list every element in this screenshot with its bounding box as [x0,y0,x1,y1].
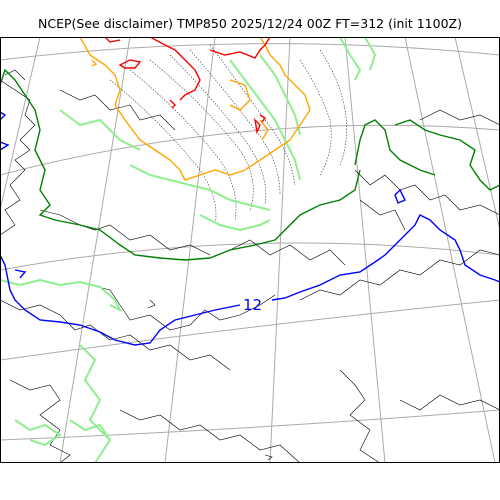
map-title: NCEP(See disclaimer) TMP850 2025/12/24 0… [38,16,462,31]
coastlines [0,69,500,463]
orange-contours [79,37,311,181]
weather-map: 12 [0,37,500,463]
blue-contours [0,111,500,346]
contour-label-12: 12 [243,296,262,314]
dotted-contours [109,44,347,226]
map-border [0,37,500,463]
red-contours [104,37,271,135]
green-contours [0,68,500,261]
lightgreen-contours [0,37,377,463]
